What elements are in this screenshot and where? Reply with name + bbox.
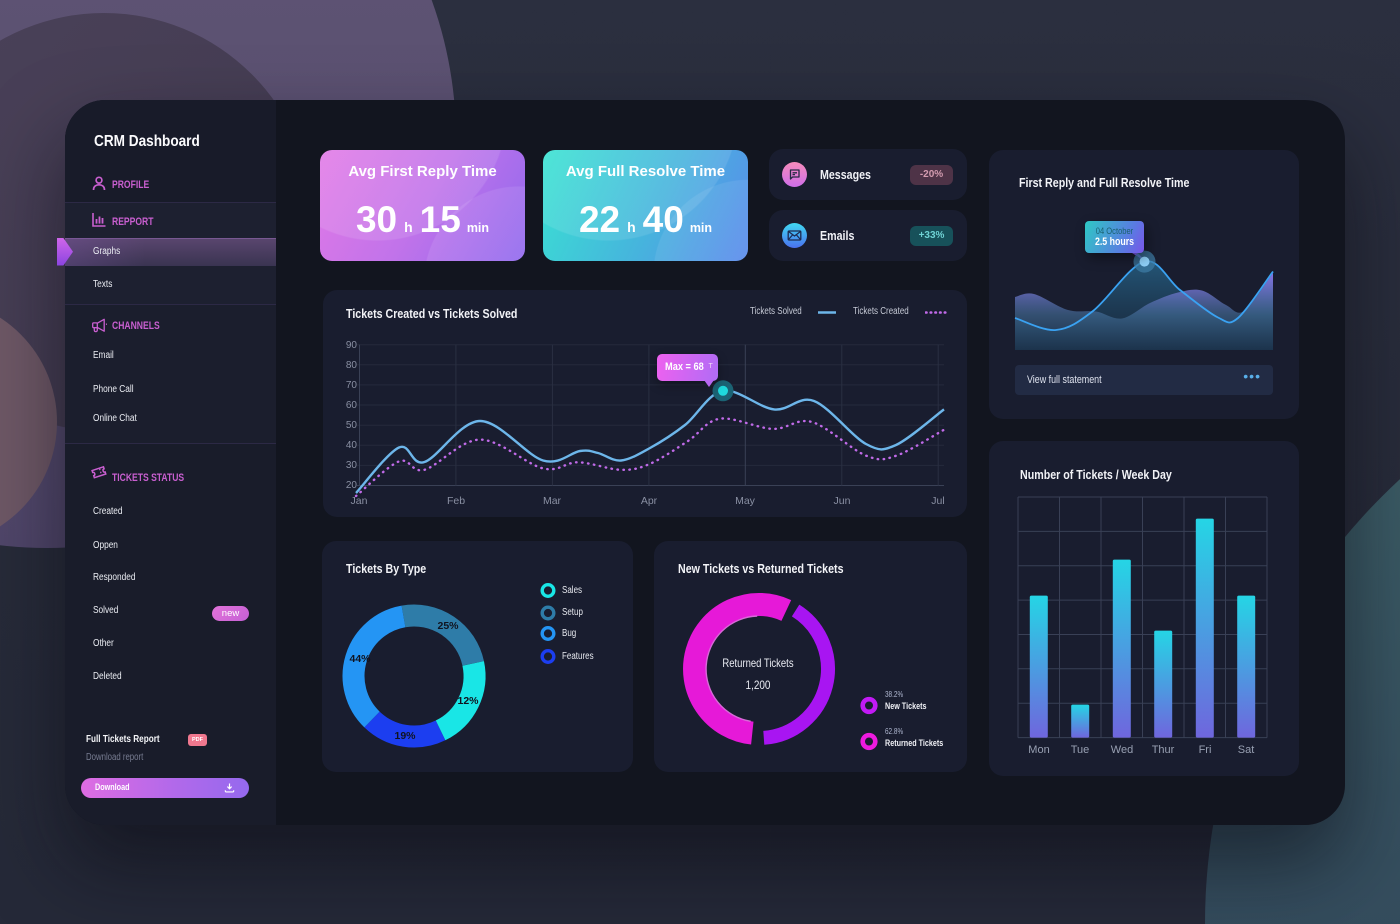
svg-text:44%: 44% — [349, 653, 371, 665]
svg-text:25%: 25% — [437, 620, 459, 632]
svg-text:19%: 19% — [394, 730, 416, 742]
svg-text:12%: 12% — [457, 695, 479, 707]
